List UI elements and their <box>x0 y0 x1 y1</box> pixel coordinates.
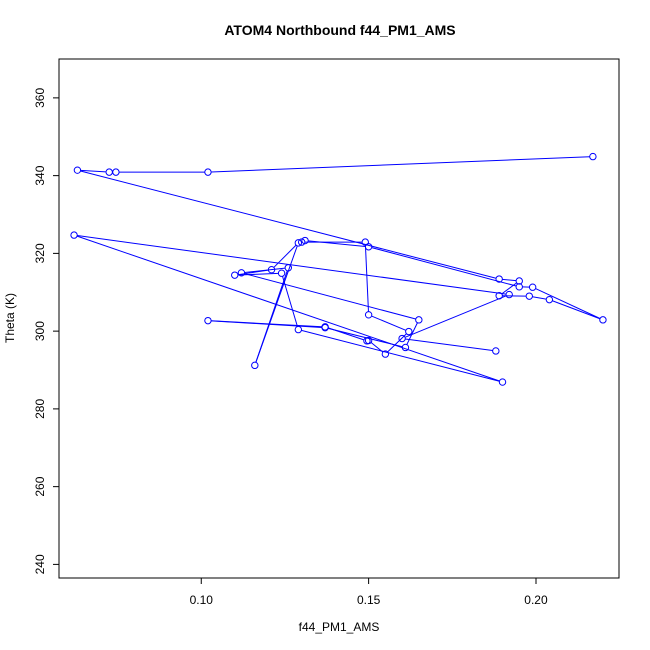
y-tick-label: 340 <box>33 165 47 185</box>
data-point <box>398 334 406 343</box>
series-segment <box>371 315 407 331</box>
series-segment <box>405 338 493 352</box>
data-point <box>505 290 513 299</box>
data-point <box>515 283 523 291</box>
data-point <box>495 292 503 300</box>
series-segment <box>552 300 601 320</box>
data-point <box>284 264 292 272</box>
data-point <box>105 168 113 176</box>
series-segment <box>404 295 507 338</box>
data-point <box>381 350 390 358</box>
data-point <box>277 269 286 277</box>
data-point <box>599 316 607 324</box>
y-tick-label: 320 <box>33 243 47 263</box>
data-point <box>204 316 212 325</box>
series-segment <box>502 278 517 282</box>
data-point <box>301 236 309 245</box>
x-tick-label: 0.20 <box>524 593 548 607</box>
series-segment <box>273 244 297 268</box>
data-point <box>363 337 371 345</box>
data-point <box>415 316 423 324</box>
series-segment <box>80 170 497 279</box>
data-point <box>361 238 369 246</box>
data-point <box>204 168 212 176</box>
series-segment <box>80 169 107 173</box>
data-point <box>267 266 276 274</box>
series-segment <box>532 296 547 300</box>
data-point <box>364 243 373 251</box>
data-point <box>251 361 259 370</box>
data-point <box>321 323 329 332</box>
x-tick-label: 0.10 <box>190 593 214 607</box>
series-segment <box>282 276 298 327</box>
data-point <box>231 271 239 279</box>
series-segment <box>501 282 517 295</box>
y-axis: 240 260 280 300 320 340 360 <box>33 88 59 574</box>
plot-frame <box>58 58 620 579</box>
series-segment <box>244 273 416 320</box>
data-point <box>525 292 533 300</box>
series-segment <box>77 235 507 295</box>
data-point <box>589 152 597 161</box>
data-point <box>73 166 82 174</box>
data-point <box>515 277 523 285</box>
data-point <box>528 283 537 291</box>
y-tick-label: 240 <box>33 554 47 574</box>
y-axis-label: Theta (K) <box>3 293 17 343</box>
x-axis-label: f44_PM1_AMS <box>299 620 380 634</box>
series-segment <box>364 245 369 312</box>
data-point <box>237 269 246 277</box>
data-point <box>294 325 303 334</box>
series-segment <box>387 333 407 353</box>
y-tick-label: 280 <box>33 399 47 419</box>
data-point <box>545 295 554 304</box>
x-axis: 0.10 0.15 0.20 <box>190 578 548 607</box>
series-segment <box>406 322 418 345</box>
series-segment <box>371 247 517 287</box>
data-point <box>405 327 413 336</box>
data-point <box>401 343 410 352</box>
data-point <box>297 238 306 246</box>
series-segment <box>211 156 590 173</box>
series-layer <box>70 152 607 386</box>
y-tick-label: 260 <box>33 476 47 496</box>
x-tick-label: 0.15 <box>357 593 381 607</box>
series-segment <box>237 272 279 276</box>
y-tick-label: 360 <box>33 88 47 108</box>
series-segment <box>301 329 500 382</box>
data-point <box>495 275 503 283</box>
series-segment <box>76 235 500 382</box>
data-point <box>112 168 120 176</box>
series-segment <box>211 320 322 328</box>
data-point <box>70 231 78 239</box>
data-point <box>294 239 303 247</box>
series-segment <box>237 269 269 276</box>
y-tick-label: 300 <box>33 321 47 341</box>
chart-title: ATOM4 Northbound f44_PM1_AMS <box>224 22 455 38</box>
data-point <box>492 347 500 355</box>
series-segment <box>535 288 601 319</box>
data-point <box>364 311 373 319</box>
data-point <box>498 378 507 386</box>
